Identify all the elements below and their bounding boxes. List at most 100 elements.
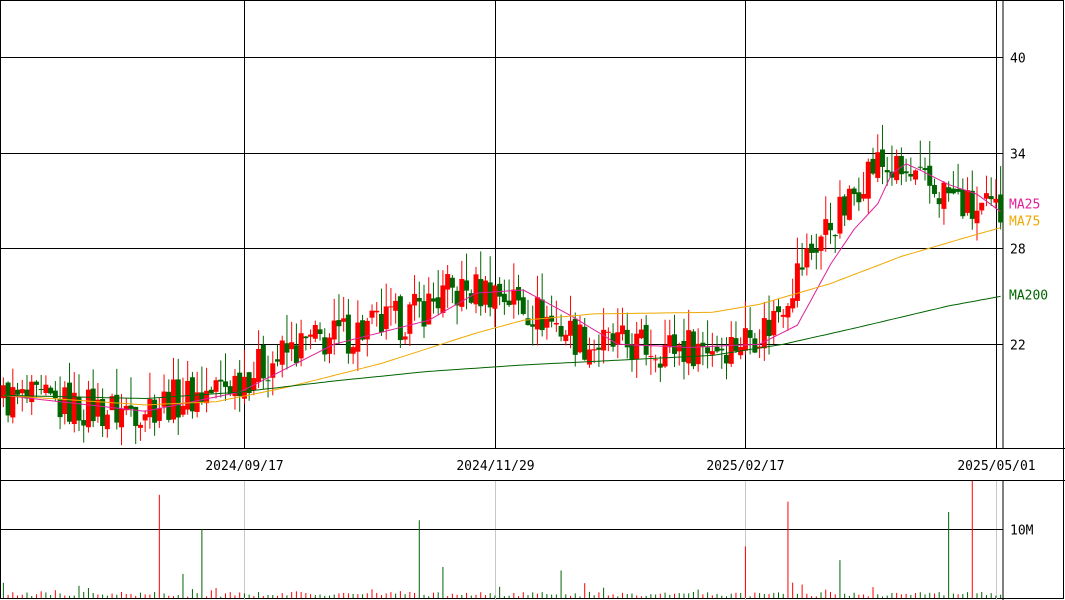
candle-up <box>695 343 701 365</box>
candle-up <box>577 324 583 353</box>
moving-average-lines <box>3 163 1001 412</box>
candle-up <box>728 336 734 364</box>
candle-up <box>180 405 186 415</box>
candle-up <box>19 389 25 394</box>
candle-up <box>823 219 829 235</box>
candle-up <box>393 300 399 311</box>
candle-down <box>799 267 805 270</box>
candle-down <box>724 354 730 364</box>
candle-down <box>317 329 323 335</box>
candle-down <box>90 388 96 422</box>
candle-down <box>998 194 1004 223</box>
candle-up <box>742 328 748 351</box>
candle-down <box>889 171 895 178</box>
candle-down <box>884 170 890 173</box>
candle-up <box>979 202 985 211</box>
candle-up <box>638 329 644 339</box>
candle-up <box>308 334 314 337</box>
candle-down <box>128 405 134 409</box>
candle-down <box>657 363 663 368</box>
candle-up <box>965 190 971 213</box>
candle-up <box>374 310 380 313</box>
candle-down <box>530 324 536 327</box>
candle-up <box>563 334 569 342</box>
candle-up <box>601 329 607 351</box>
candle-up <box>676 345 682 352</box>
candle-up <box>0 385 6 399</box>
candle-up <box>544 316 550 328</box>
candle-up <box>213 380 219 392</box>
candle-down <box>870 158 876 174</box>
candle-up <box>818 236 824 251</box>
candle-down <box>322 337 328 355</box>
candle-down <box>752 338 758 353</box>
candle-up <box>326 337 332 354</box>
candle-down <box>733 338 739 351</box>
candle-up <box>289 342 295 350</box>
price-tick-label: 28 <box>1010 243 1026 258</box>
candle-down <box>813 249 819 253</box>
candle-up <box>709 351 715 355</box>
candle-down <box>690 331 696 367</box>
candle-down <box>549 315 555 322</box>
candle-up <box>95 399 101 417</box>
candle-up <box>445 274 451 290</box>
candle-down <box>336 320 342 327</box>
candle-down <box>260 345 266 379</box>
candle-up <box>62 387 68 414</box>
candle-down <box>274 359 280 362</box>
candle-up <box>147 399 153 418</box>
candle-down <box>629 344 635 360</box>
candle-down <box>705 347 711 354</box>
candle-down <box>832 235 838 237</box>
candle-down <box>114 394 120 423</box>
candle-up <box>459 278 465 307</box>
candle-down <box>917 166 923 168</box>
candle-up <box>142 414 148 421</box>
candle-up <box>662 345 668 367</box>
candle-up <box>667 335 673 348</box>
candle-down <box>76 396 82 421</box>
candle-up <box>355 322 361 352</box>
price-tick-label: 34 <box>1010 148 1026 163</box>
candle-down <box>33 381 39 385</box>
candle-up <box>412 293 418 306</box>
candle-down <box>558 325 564 337</box>
candle-down <box>454 290 460 306</box>
candle-down <box>719 348 725 351</box>
candle-down <box>468 293 474 303</box>
date-tick-label: 2024/11/29 <box>456 459 534 474</box>
candle-up <box>894 155 900 181</box>
candle-down <box>766 319 772 337</box>
candle-down <box>775 306 781 313</box>
candle-down <box>133 406 139 426</box>
candle-down <box>624 329 630 348</box>
candle-down <box>596 347 602 350</box>
candle-up <box>794 263 800 301</box>
candle-down <box>430 298 436 302</box>
candle-down <box>856 192 862 203</box>
candle-up <box>620 325 626 335</box>
candle-up <box>204 390 210 404</box>
legend-ma25: MA25 <box>1009 198 1040 213</box>
candle-down <box>265 380 271 382</box>
candle-up <box>341 318 347 322</box>
candle-down <box>497 283 503 297</box>
candle-down <box>572 318 578 355</box>
candle-down <box>189 377 195 412</box>
candle-up <box>913 170 919 180</box>
candle-up <box>29 381 35 403</box>
candle-up <box>757 346 763 349</box>
candle-down <box>166 391 172 420</box>
candle-up <box>369 310 375 318</box>
legend-ma200: MA200 <box>1009 288 1048 303</box>
candle-down <box>960 189 966 217</box>
candle-down <box>152 399 158 423</box>
candle-up <box>865 161 871 199</box>
candle-up <box>256 348 262 383</box>
candle-down <box>38 389 44 391</box>
candle-down <box>927 165 933 186</box>
